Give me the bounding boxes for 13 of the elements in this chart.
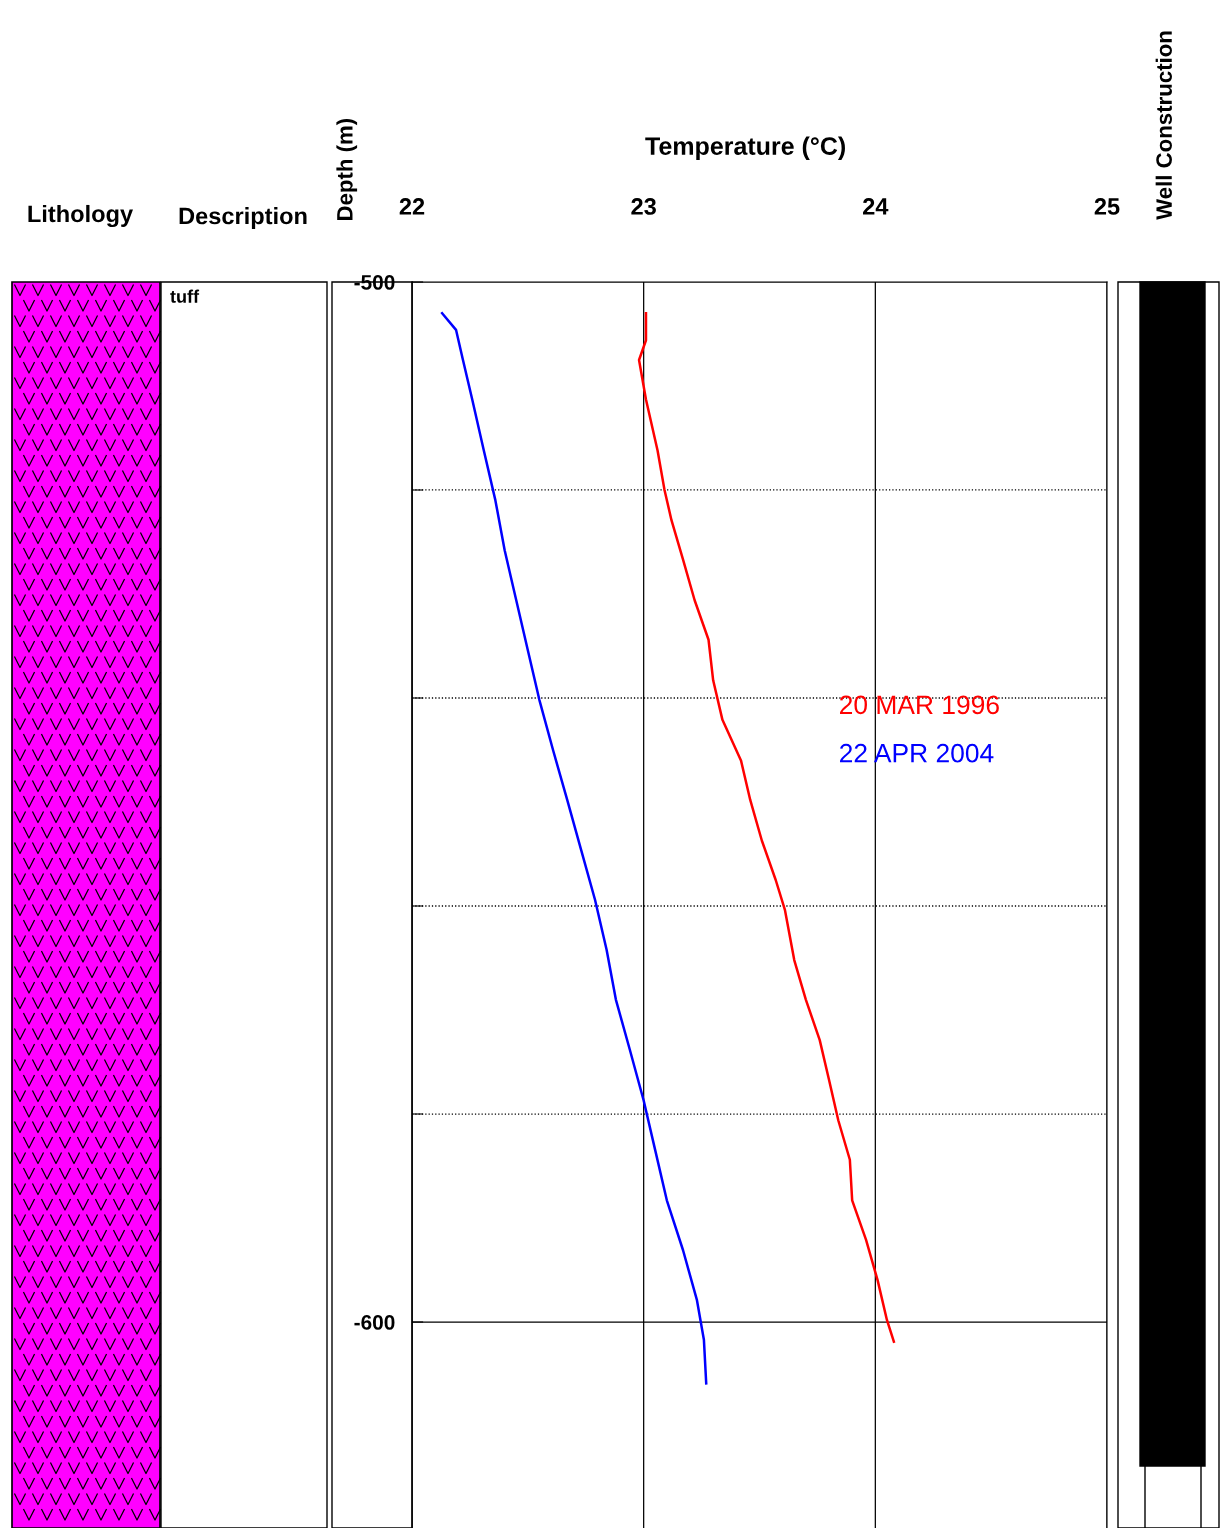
text: tuff (170, 289, 200, 303)
line-series (440, 311, 708, 1385)
x-tick-label: 24 (863, 198, 889, 215)
text: Description (179, 207, 307, 229)
text: 20 MAR 1996 (840, 695, 999, 715)
y-axis-title: Depth (m) (336, 118, 358, 221)
y-tick-label: -600 (354, 1315, 395, 1330)
x-axis-title: Temperature (°C) (645, 136, 845, 160)
x-tick-label: 25 (1094, 198, 1120, 215)
text: Lithology (28, 204, 133, 228)
x-tick-label: 22 (399, 198, 425, 215)
x-tick-label: 23 (631, 198, 656, 215)
text: Well Construction (1155, 31, 1172, 220)
